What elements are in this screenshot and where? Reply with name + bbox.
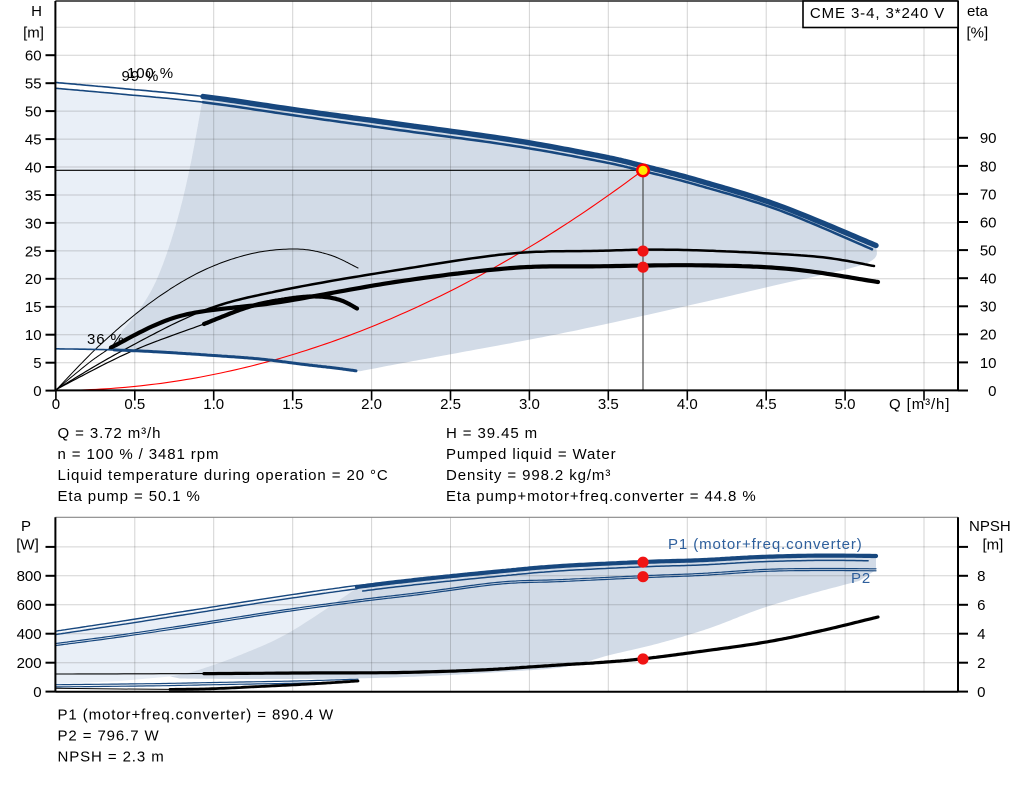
svg-text:[%]: [%]	[967, 25, 989, 42]
svg-text:Pumped liquid = Water: Pumped liquid = Water	[446, 446, 617, 463]
svg-text:P2: P2	[851, 570, 871, 587]
svg-text:2.5: 2.5	[440, 396, 461, 413]
svg-text:P1 (motor+freq.converter) = 89: P1 (motor+freq.converter) = 890.4 W	[58, 707, 335, 724]
svg-text:5: 5	[33, 355, 41, 372]
svg-text:4.0: 4.0	[677, 396, 698, 413]
svg-text:P2 = 796.7 W: P2 = 796.7 W	[58, 728, 160, 745]
svg-text:99 %: 99 %	[122, 68, 160, 85]
svg-text:P: P	[21, 518, 31, 535]
svg-text:800: 800	[17, 568, 42, 585]
svg-text:80: 80	[980, 158, 997, 175]
svg-text:55: 55	[25, 76, 42, 93]
svg-text:400: 400	[17, 626, 42, 643]
svg-text:15: 15	[25, 299, 42, 316]
svg-text:4.5: 4.5	[756, 396, 777, 413]
svg-text:8: 8	[977, 568, 985, 585]
svg-text:H = 39.45 m: H = 39.45 m	[446, 425, 538, 442]
svg-text:36 %: 36 %	[87, 331, 125, 348]
svg-text:20: 20	[25, 271, 42, 288]
svg-text:25: 25	[25, 243, 42, 260]
svg-text:10: 10	[25, 327, 42, 344]
svg-text:H: H	[31, 3, 42, 20]
svg-text:[m]: [m]	[983, 537, 1004, 554]
svg-text:45: 45	[25, 131, 42, 148]
svg-text:eta: eta	[967, 3, 989, 20]
svg-text:60: 60	[25, 48, 42, 65]
svg-text:3.0: 3.0	[519, 396, 540, 413]
svg-text:0: 0	[33, 383, 41, 400]
svg-text:60: 60	[980, 214, 997, 231]
svg-text:[m]: [m]	[23, 25, 44, 42]
svg-text:Eta pump+motor+freq.converter: Eta pump+motor+freq.converter = 44.8 %	[446, 488, 757, 505]
svg-text:35: 35	[25, 187, 42, 204]
svg-text:50: 50	[980, 243, 997, 260]
svg-text:NPSH: NPSH	[969, 518, 1011, 535]
svg-text:5.0: 5.0	[835, 396, 856, 413]
svg-text:NPSH = 2.3 m: NPSH = 2.3 m	[58, 749, 165, 766]
svg-text:20: 20	[980, 327, 997, 344]
svg-text:2: 2	[977, 655, 985, 672]
svg-text:0: 0	[52, 396, 60, 413]
svg-text:Q = 3.72 m³/h: Q = 3.72 m³/h	[58, 425, 162, 442]
svg-text:6: 6	[977, 597, 985, 614]
svg-text:0: 0	[977, 684, 985, 701]
svg-text:50: 50	[25, 104, 42, 121]
svg-text:[W]: [W]	[16, 537, 39, 554]
svg-text:100 %: 100 %	[127, 65, 174, 82]
svg-text:30: 30	[980, 299, 997, 316]
svg-text:30: 30	[25, 215, 42, 232]
svg-text:10: 10	[980, 355, 997, 372]
svg-text:2.0: 2.0	[361, 396, 382, 413]
svg-text:3.5: 3.5	[598, 396, 619, 413]
svg-text:Eta pump = 50.1 %: Eta pump = 50.1 %	[58, 488, 201, 505]
svg-text:600: 600	[17, 597, 42, 614]
svg-text:4: 4	[977, 626, 985, 643]
svg-text:CME 3-4, 3*240 V: CME 3-4, 3*240 V	[810, 5, 945, 22]
svg-text:Liquid temperature during oper: Liquid temperature during operation = 20…	[58, 467, 389, 484]
svg-text:90: 90	[980, 130, 997, 147]
svg-text:1.0: 1.0	[203, 396, 224, 413]
svg-text:Q [m³/h]: Q [m³/h]	[889, 396, 950, 413]
svg-text:0: 0	[988, 383, 996, 400]
svg-text:0.5: 0.5	[124, 396, 145, 413]
svg-text:40: 40	[980, 271, 997, 288]
svg-text:70: 70	[980, 186, 997, 203]
svg-text:1.5: 1.5	[282, 396, 303, 413]
svg-text:200: 200	[17, 655, 42, 672]
svg-text:40: 40	[25, 159, 42, 176]
svg-text:Density = 998.2 kg/m³: Density = 998.2 kg/m³	[446, 467, 611, 484]
svg-text:P1 (motor+freq.converter): P1 (motor+freq.converter)	[668, 536, 863, 553]
svg-text:n = 100 % / 3481 rpm: n = 100 % / 3481 rpm	[58, 446, 220, 463]
svg-text:0: 0	[33, 684, 41, 701]
